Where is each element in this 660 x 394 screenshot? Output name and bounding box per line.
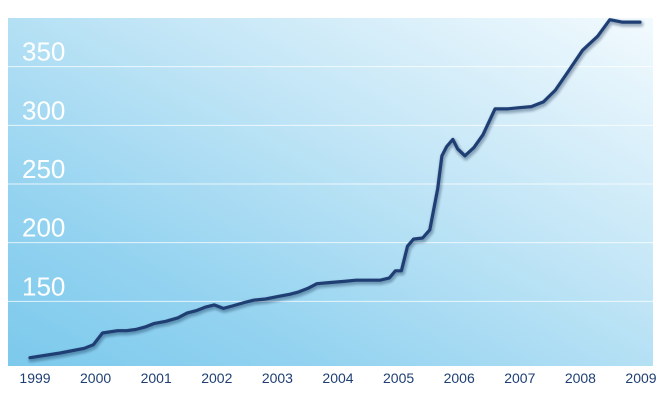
x-axis-ticks: 1999 2000 2001 2002 2003 2004 2005 2006 2007 2008… [19, 370, 656, 386]
y-tick-label-350: 350 [22, 37, 65, 67]
y-axis-ticks: 150 200 250 300 350 [22, 37, 65, 302]
x-tick-label-2005: 2005 [383, 370, 414, 386]
x-tick-label-2004: 2004 [322, 370, 353, 386]
x-tick-label-1999: 1999 [19, 370, 50, 386]
plot-background [8, 18, 653, 366]
x-tick-label-2006: 2006 [444, 370, 475, 386]
y-tick-label-200: 200 [22, 213, 65, 243]
gridlines [8, 66, 653, 302]
series-line-shadow [28, 19, 644, 363]
y-tick-label-150: 150 [22, 271, 65, 301]
y-tick-label-250: 250 [22, 154, 65, 184]
x-tick-label-2002: 2002 [201, 370, 232, 386]
x-tick-label-2001: 2001 [141, 370, 172, 386]
series-line-0 [28, 18, 642, 360]
series-layer [28, 18, 644, 363]
x-tick-label-2007: 2007 [504, 370, 535, 386]
x-tick-label-2009: 2009 [625, 370, 656, 386]
y-tick-label-300: 300 [22, 95, 65, 125]
x-tick-label-2000: 2000 [80, 370, 111, 386]
x-tick-label-2003: 2003 [262, 370, 293, 386]
x-tick-label-2008: 2008 [565, 370, 596, 386]
